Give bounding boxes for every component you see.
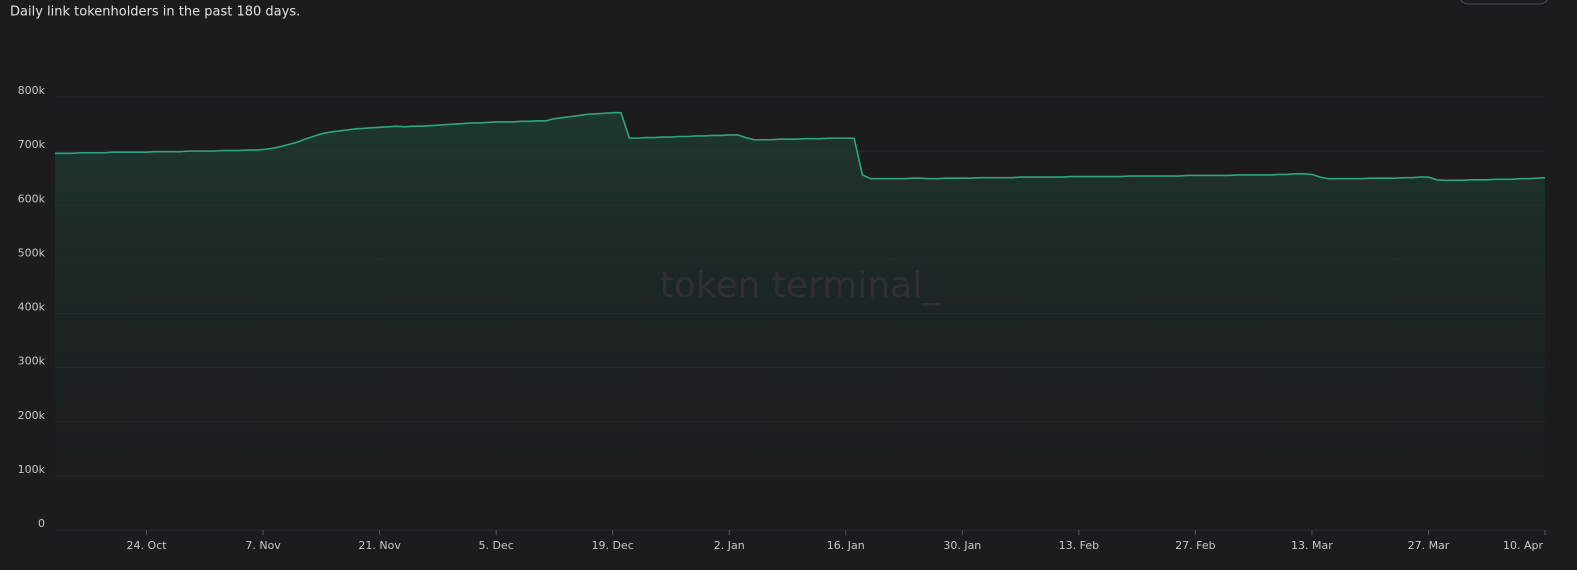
y-tick-label: 200k: [18, 409, 46, 422]
area: [55, 112, 1545, 530]
x-tick-label: 7. Nov: [245, 539, 281, 552]
x-tick-label: 27. Mar: [1408, 539, 1450, 552]
y-tick-label: 700k: [18, 138, 46, 151]
x-tick-label: 24. Oct: [127, 539, 168, 552]
y-tick-label: 800k: [18, 84, 46, 97]
x-tick-label: 30. Jan: [943, 539, 981, 552]
x-tick-label: 10. Apr: [1503, 539, 1543, 552]
chart-title: Daily link tokenholders in the past 180 …: [10, 5, 300, 20]
x-tick-label: 13. Mar: [1291, 539, 1333, 552]
x-tick-label: 16. Jan: [827, 539, 865, 552]
y-tick-label: 100k: [18, 463, 46, 476]
y-tick-label: 500k: [18, 246, 46, 259]
watermark: token terminal_: [660, 265, 941, 306]
x-tick-label: 2. Jan: [714, 539, 745, 552]
x-tick-label: 27. Feb: [1175, 539, 1215, 552]
y-tick-label: 600k: [18, 192, 46, 205]
y-tick-label: 300k: [18, 355, 46, 368]
x-tick-label: 21. Nov: [358, 539, 401, 552]
x-tick-label: 19. Dec: [592, 539, 634, 552]
x-tick-label: 5. Dec: [479, 539, 514, 552]
y-tick-label: 0: [38, 517, 45, 530]
y-tick-label: 400k: [18, 301, 46, 314]
x-tick-label: 13. Feb: [1059, 539, 1099, 552]
line: [55, 111, 1546, 182]
top-button[interactable]: [1460, 0, 1548, 5]
